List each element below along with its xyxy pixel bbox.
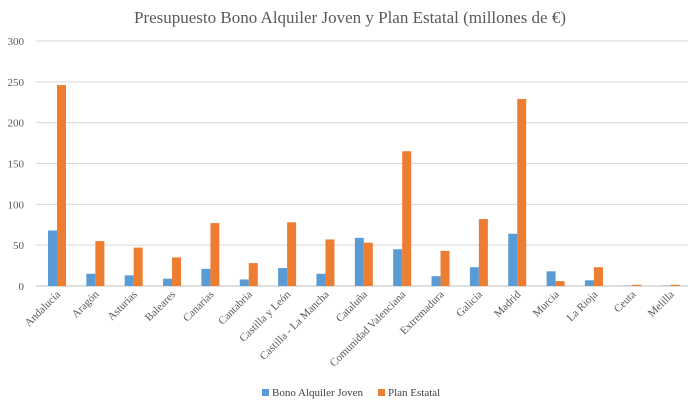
x-tick-label: Comunidad Valenciana — [328, 289, 409, 370]
legend-swatch-plan — [378, 389, 385, 396]
x-tick-label: Galicia — [454, 289, 485, 320]
bar-plan — [593, 267, 603, 286]
y-tick-label: 0 — [19, 281, 25, 293]
x-tick-label: Madrid — [492, 288, 524, 320]
bars — [48, 85, 680, 286]
bar-bono — [469, 267, 479, 286]
x-tick-label: Murcia — [531, 289, 562, 320]
x-axis-ticks: Andalucía Aragón Asturias Baleares Canarias C… — [23, 288, 677, 369]
bar-plan — [363, 242, 373, 286]
bar-plan — [248, 263, 258, 286]
y-tick-label: 100 — [8, 199, 25, 211]
y-tick-label: 50 — [13, 240, 25, 252]
x-tick-label: Canarias — [181, 289, 217, 325]
bar-plan — [325, 239, 335, 286]
bar-bono — [508, 233, 518, 286]
y-tick-label: 150 — [8, 159, 25, 171]
chart-title: Presupuesto Bono Alquiler Joven y Plan E… — [134, 8, 566, 27]
x-tick-label: Castilla - La Mancha — [258, 289, 332, 363]
bar-bono — [393, 249, 403, 286]
bar-bono — [431, 276, 441, 286]
bar-plan — [555, 281, 565, 286]
bar-bono — [239, 279, 249, 286]
bar-plan — [402, 151, 412, 286]
y-tick-label: 250 — [8, 77, 25, 89]
bar-plan — [95, 241, 105, 286]
bar-bono — [48, 230, 57, 286]
bar-plan — [632, 284, 642, 286]
bar-bono — [316, 273, 326, 286]
x-tick-label: Aragón — [70, 288, 102, 320]
legend-label-bono: Bono Alquiler Joven — [272, 387, 364, 399]
x-tick-label: La Rioja — [565, 289, 601, 325]
bar-bono — [546, 271, 556, 286]
bar-bono — [278, 268, 288, 286]
bar-bono — [354, 237, 364, 286]
x-tick-label: Asturias — [105, 289, 139, 323]
y-tick-label: 300 — [8, 36, 25, 48]
legend: Bono Alquiler Joven Plan Estatal — [262, 387, 440, 399]
bar-bono — [124, 275, 134, 286]
bar-bono — [201, 268, 211, 286]
bar-bono — [163, 278, 173, 286]
x-tick-label: Melilla — [646, 289, 677, 320]
bar-plan — [670, 284, 680, 286]
y-tick-label: 200 — [8, 118, 25, 130]
bar-plan — [287, 222, 297, 286]
x-tick-label: Andalucía — [23, 289, 64, 330]
legend-swatch-bono — [262, 389, 269, 396]
x-tick-label: Cantabria — [216, 289, 255, 328]
bar-plan — [57, 85, 66, 286]
bar-bono — [584, 280, 594, 286]
bar-plan — [133, 247, 143, 286]
bar-plan — [517, 98, 527, 286]
bar-plan — [172, 257, 182, 286]
legend-label-plan: Plan Estatal — [388, 387, 440, 399]
x-tick-label: Baleares — [143, 289, 178, 324]
bar-bono — [86, 273, 96, 286]
bar-plan — [478, 219, 488, 286]
bar-plan — [210, 223, 220, 286]
y-axis-ticks: 0 50 100 150 200 250 300 — [8, 36, 25, 293]
x-tick-label: Ceuta — [612, 289, 639, 316]
gridlines — [36, 40, 688, 287]
bar-plan — [440, 250, 450, 286]
x-tick-label: Cataluña — [334, 289, 370, 325]
